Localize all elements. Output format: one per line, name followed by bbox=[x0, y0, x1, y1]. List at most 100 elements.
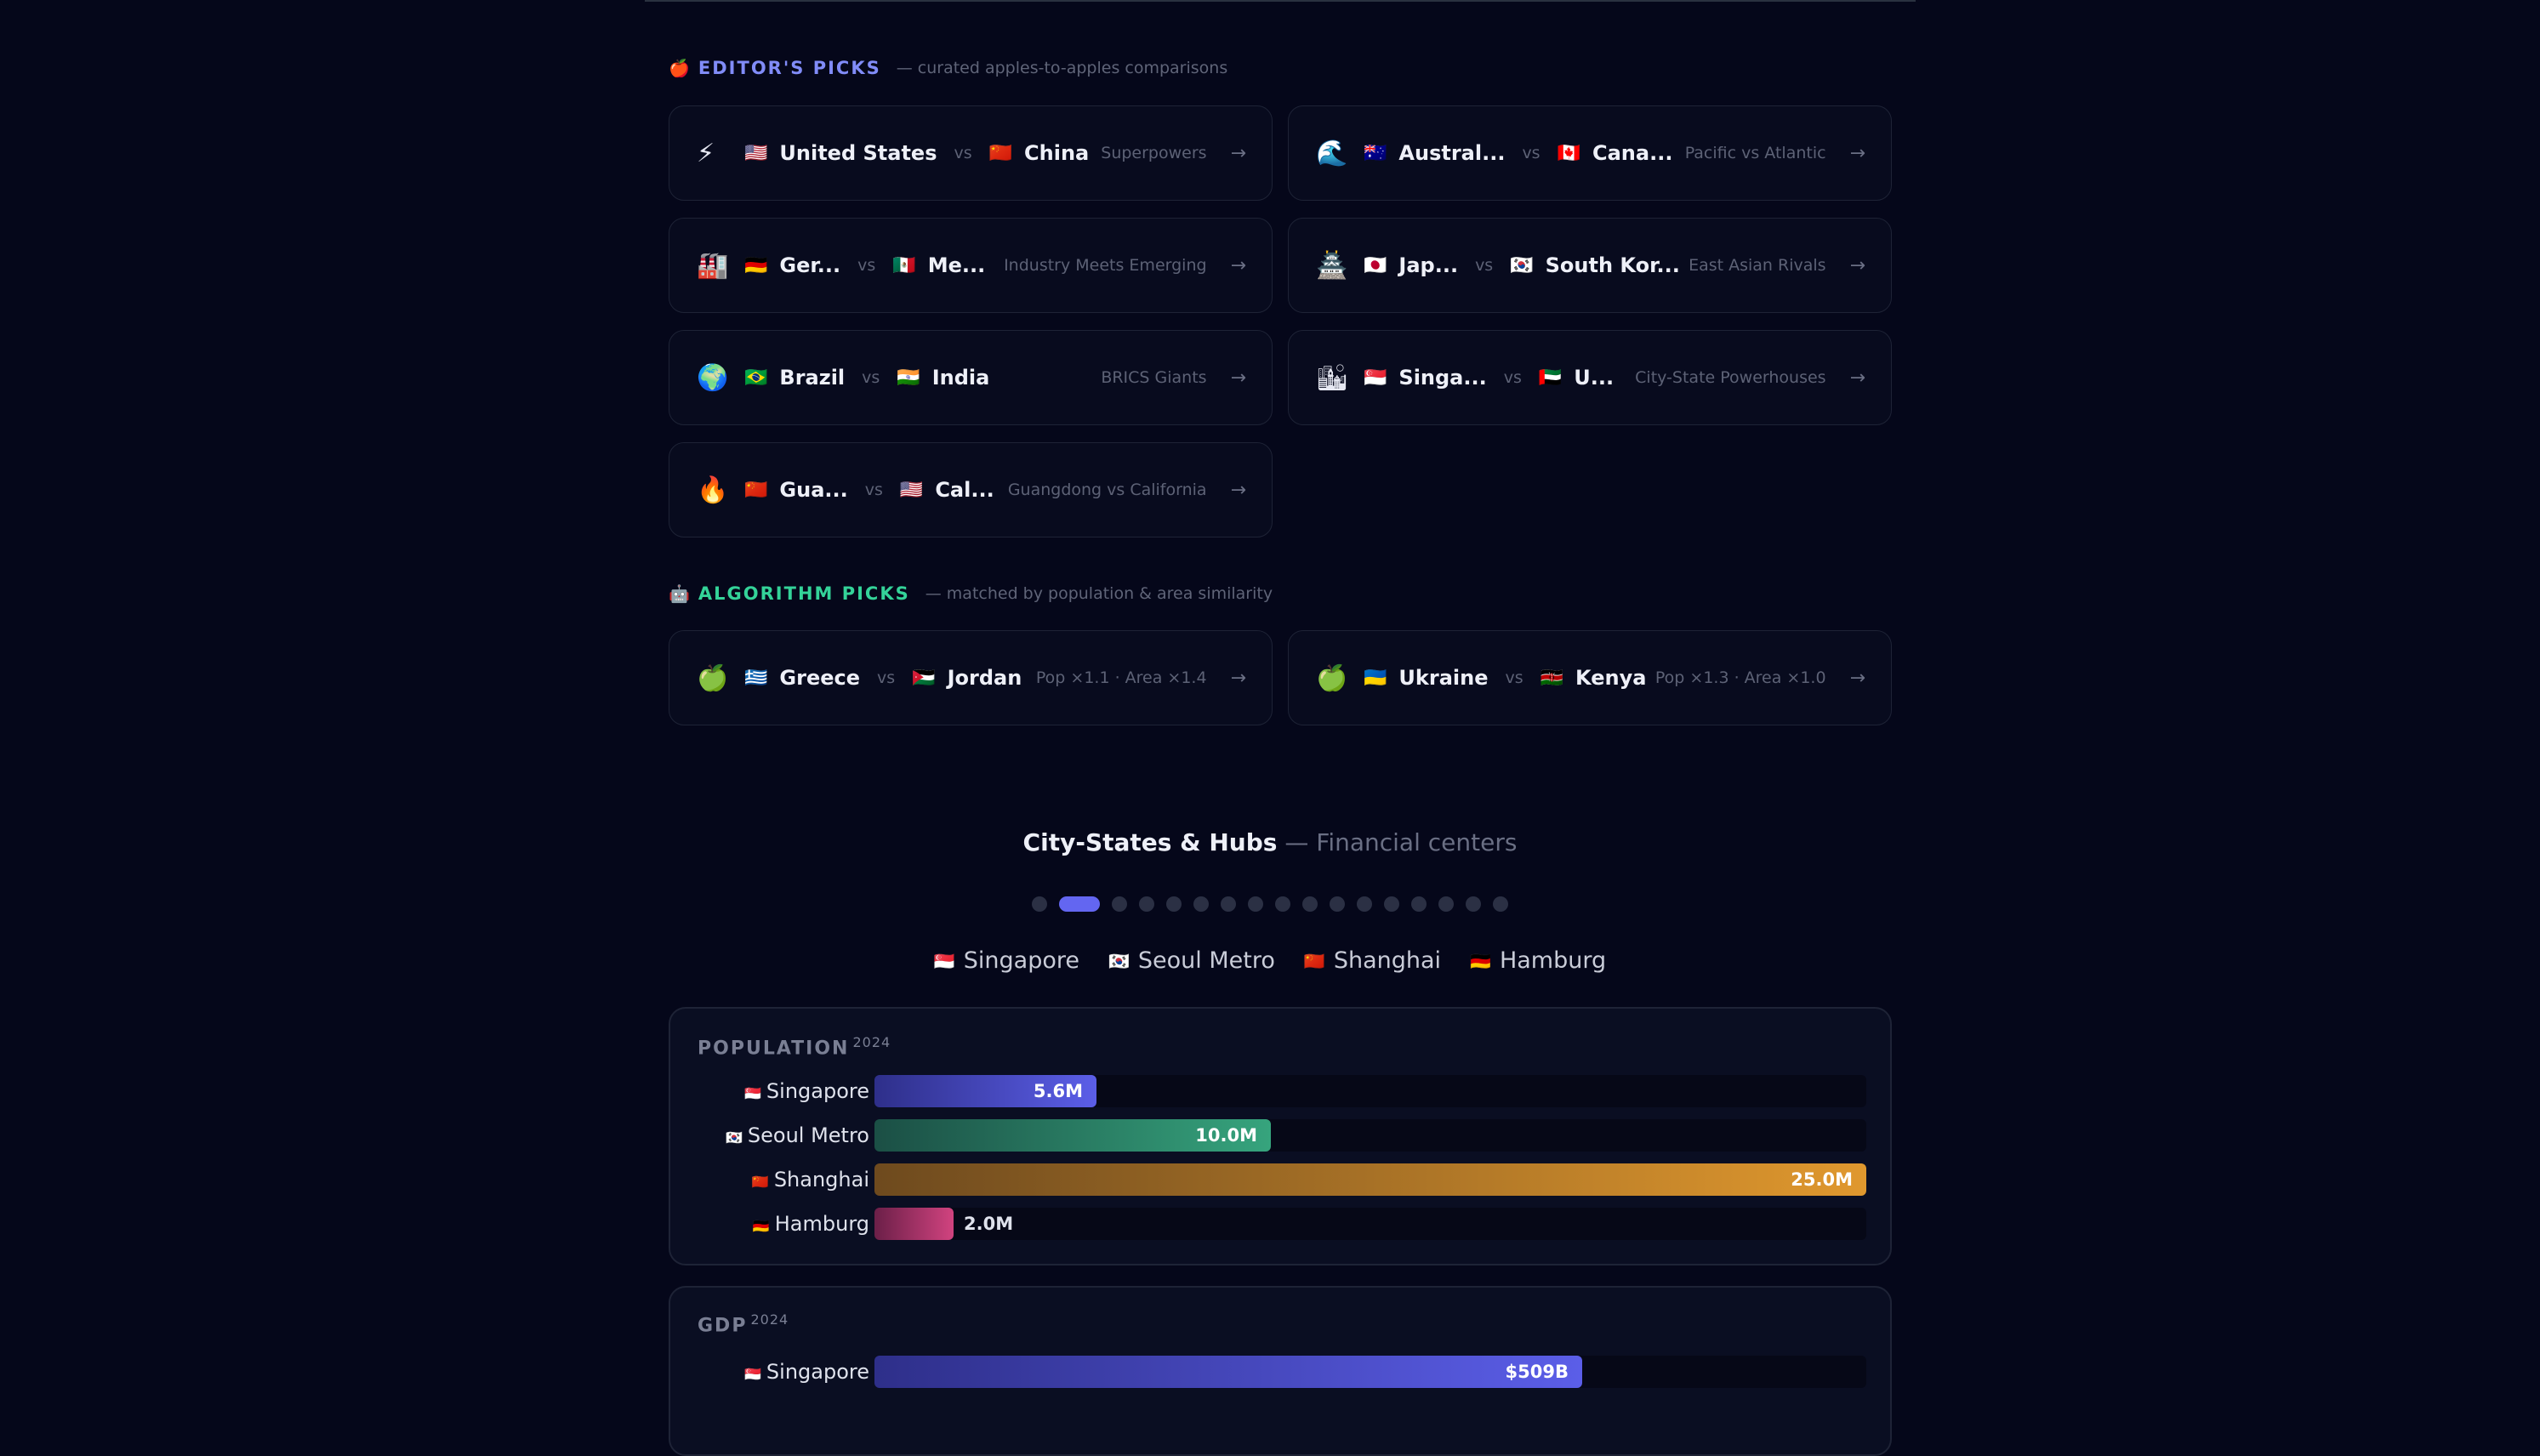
country-a-name: Gua... bbox=[779, 478, 848, 502]
arrow-right-icon: → bbox=[1849, 142, 1865, 164]
bar-row: 🇨🇳 Shanghai 25.0M bbox=[670, 1163, 1894, 1196]
vs-label: vs bbox=[954, 144, 972, 162]
carousel-dot[interactable] bbox=[1466, 896, 1481, 912]
bar-label: 🇨🇳 Shanghai bbox=[670, 1163, 869, 1198]
arrow-right-icon: → bbox=[1230, 142, 1246, 164]
country-a-name: Ukraine bbox=[1398, 666, 1489, 690]
country-b-name: China bbox=[1024, 141, 1090, 165]
bar-value-label: $509B bbox=[1505, 1362, 1569, 1382]
bar-value-label: 10.0M bbox=[1195, 1125, 1257, 1146]
flag-b-icon: 🇰🇪 bbox=[1540, 667, 1564, 689]
flag-b-icon: 🇲🇽 bbox=[892, 254, 916, 276]
card-emoji-icon: 🍏 bbox=[1316, 663, 1348, 693]
country-b-name: South Kor... bbox=[1545, 253, 1680, 277]
card-emoji-icon: 🏙 bbox=[1316, 362, 1349, 393]
comparison-tag: Pop ×1.1 · Area ×1.4 bbox=[1035, 668, 1207, 687]
carousel-dot[interactable] bbox=[1112, 896, 1127, 912]
country-b-name: Me... bbox=[927, 253, 986, 277]
card-emoji-icon: 🌍 bbox=[697, 362, 729, 393]
flag-b-icon: 🇰🇷 bbox=[1510, 254, 1534, 276]
carousel-dot[interactable] bbox=[1139, 896, 1154, 912]
bar-flag-icon: 🇸🇬 bbox=[744, 1085, 761, 1101]
comparison-card[interactable]: 🍏 🇬🇷 Greece vs 🇯🇴 Jordan Pop ×1.1 · Area ×1.4 → bbox=[669, 630, 1273, 725]
comparison-card[interactable]: 🌍 🇧🇷 Brazil vs 🇮🇳 India BRICS Giants → bbox=[669, 330, 1273, 425]
legend-label: Shanghai bbox=[1333, 947, 1442, 974]
comparison-card[interactable]: ⚡ 🇺🇸 United States vs 🇨🇳 China Superpowers → bbox=[669, 105, 1273, 201]
vs-label: vs bbox=[864, 481, 883, 499]
bar-flag-icon: 🇸🇬 bbox=[744, 1366, 761, 1382]
vs-label: vs bbox=[1475, 256, 1494, 275]
arrow-right-icon: → bbox=[1849, 254, 1865, 276]
bar-category: Singapore bbox=[766, 1079, 869, 1103]
country-b-name: Jordan bbox=[947, 666, 1022, 690]
carousel-dot[interactable] bbox=[1384, 896, 1399, 912]
bar-hamburg bbox=[874, 1208, 954, 1240]
carousel-heading: City-States & Hubs bbox=[1022, 828, 1278, 856]
carousel-dot[interactable] bbox=[1275, 896, 1290, 912]
comparison-card[interactable]: 🍏 🇺🇦 Ukraine vs 🇰🇪 Kenya Pop ×1.3 · Area ×1.0 → bbox=[1288, 630, 1892, 725]
comparison-card[interactable]: 🏙 🇸🇬 Singa... vs 🇦🇪 U... City-State Powerhouse… bbox=[1288, 330, 1892, 425]
comparison-tag: Pop ×1.3 · Area ×1.0 bbox=[1654, 668, 1826, 687]
legend-label: Seoul Metro bbox=[1137, 947, 1275, 974]
bar-row: 🇰🇷 Seoul Metro 10.0M bbox=[670, 1119, 1894, 1152]
flag-b-icon: 🇺🇸 bbox=[899, 479, 924, 501]
bar-flag-icon: 🇨🇳 bbox=[751, 1174, 769, 1190]
card-emoji-icon: 🌊 bbox=[1316, 138, 1348, 168]
country-a-name: Ger... bbox=[779, 253, 841, 277]
comparison-tag: Guangdong vs California bbox=[1007, 481, 1207, 499]
carousel-dot[interactable] bbox=[1438, 896, 1454, 912]
legend-flag-icon: 🇩🇪 bbox=[1470, 950, 1491, 971]
vs-label: vs bbox=[857, 256, 876, 275]
carousel-dot[interactable] bbox=[1302, 896, 1318, 912]
arrow-right-icon: → bbox=[1230, 479, 1246, 501]
carousel-dot[interactable] bbox=[1330, 896, 1345, 912]
comparison-card[interactable]: 🔥 🇨🇳 Gua... vs 🇺🇸 Cal... Guangdong vs Californ… bbox=[669, 442, 1273, 537]
population-panel: POPULATION 2024 🇸🇬 Singapore 5.6M 🇰🇷 Seoul Me… bbox=[669, 1007, 1892, 1265]
legend-flag-icon: 🇨🇳 bbox=[1303, 950, 1325, 971]
legend: 🇸🇬 Singapore 🇰🇷 Seoul Metro 🇨🇳 Shanghai 🇩🇪 Hamb… bbox=[0, 947, 2540, 974]
population-title: POPULATION 2024 bbox=[698, 1034, 891, 1060]
carousel-dot[interactable] bbox=[1221, 896, 1236, 912]
comparison-tag: Superpowers bbox=[1101, 144, 1207, 162]
carousel-dot[interactable] bbox=[1166, 896, 1182, 912]
country-a-name: Jap... bbox=[1398, 253, 1459, 277]
comparison-card[interactable]: 🏭 🇩🇪 Ger... vs 🇲🇽 Me... Industry Meets Emergin… bbox=[669, 218, 1273, 313]
gdp-title: GDP 2024 bbox=[698, 1311, 789, 1337]
comparison-tag: Pacific vs Atlantic bbox=[1684, 144, 1826, 162]
comparison-card[interactable]: 🏯 🇯🇵 Jap... vs 🇰🇷 South Kor... East Asian Riva… bbox=[1288, 218, 1892, 313]
comparison-card[interactable]: 🌊 🇦🇺 Austral... vs 🇨🇦 Cana... Pacific vs Atlan… bbox=[1288, 105, 1892, 201]
bar-track: 25.0M bbox=[874, 1163, 1866, 1196]
gdp-panel: GDP 2024 🇸🇬 Singapore $509B bbox=[669, 1286, 1892, 1456]
country-b-name: Cal... bbox=[935, 478, 994, 502]
arrow-right-icon: → bbox=[1230, 667, 1246, 689]
vs-label: vs bbox=[1522, 144, 1541, 162]
carousel-dot[interactable] bbox=[1357, 896, 1372, 912]
bar-shanghai bbox=[874, 1163, 1866, 1196]
carousel-dot[interactable] bbox=[1059, 896, 1100, 912]
carousel-dot[interactable] bbox=[1411, 896, 1427, 912]
bar-row: 🇸🇬 Singapore 5.6M bbox=[670, 1075, 1894, 1107]
vs-label: vs bbox=[1505, 668, 1523, 687]
legend-flag-icon: 🇰🇷 bbox=[1108, 950, 1130, 971]
bar-flag-icon: 🇰🇷 bbox=[725, 1129, 743, 1146]
card-emoji-icon: ⚡ bbox=[697, 138, 715, 168]
bar-track: $509B bbox=[874, 1356, 1866, 1388]
flag-b-icon: 🇯🇴 bbox=[912, 667, 936, 689]
carousel-subtitle: — Financial centers bbox=[1284, 828, 1518, 856]
bar-label: 🇸🇬 Singapore bbox=[670, 1356, 869, 1391]
carousel-dot[interactable] bbox=[1193, 896, 1209, 912]
editors-picks-title: EDITOR'S PICKS bbox=[698, 58, 881, 78]
carousel-dot[interactable] bbox=[1032, 896, 1047, 912]
carousel-dot[interactable] bbox=[1493, 896, 1508, 912]
carousel-dot[interactable] bbox=[1248, 896, 1263, 912]
bar-singapore bbox=[874, 1356, 1582, 1388]
bar-singapore bbox=[874, 1075, 1096, 1107]
bar-value-label: 25.0M bbox=[1791, 1169, 1853, 1190]
editors-picks-header: 🍎 EDITOR'S PICKS — curated apples-to-app… bbox=[669, 58, 1227, 78]
flag-a-icon: 🇬🇷 bbox=[744, 667, 768, 689]
bar-flag-icon: 🇩🇪 bbox=[752, 1218, 770, 1234]
country-b-name: Cana... bbox=[1592, 141, 1673, 165]
flag-a-icon: 🇺🇸 bbox=[744, 142, 768, 164]
flag-b-icon: 🇨🇦 bbox=[1557, 142, 1580, 164]
card-emoji-icon: 🍏 bbox=[697, 663, 729, 693]
